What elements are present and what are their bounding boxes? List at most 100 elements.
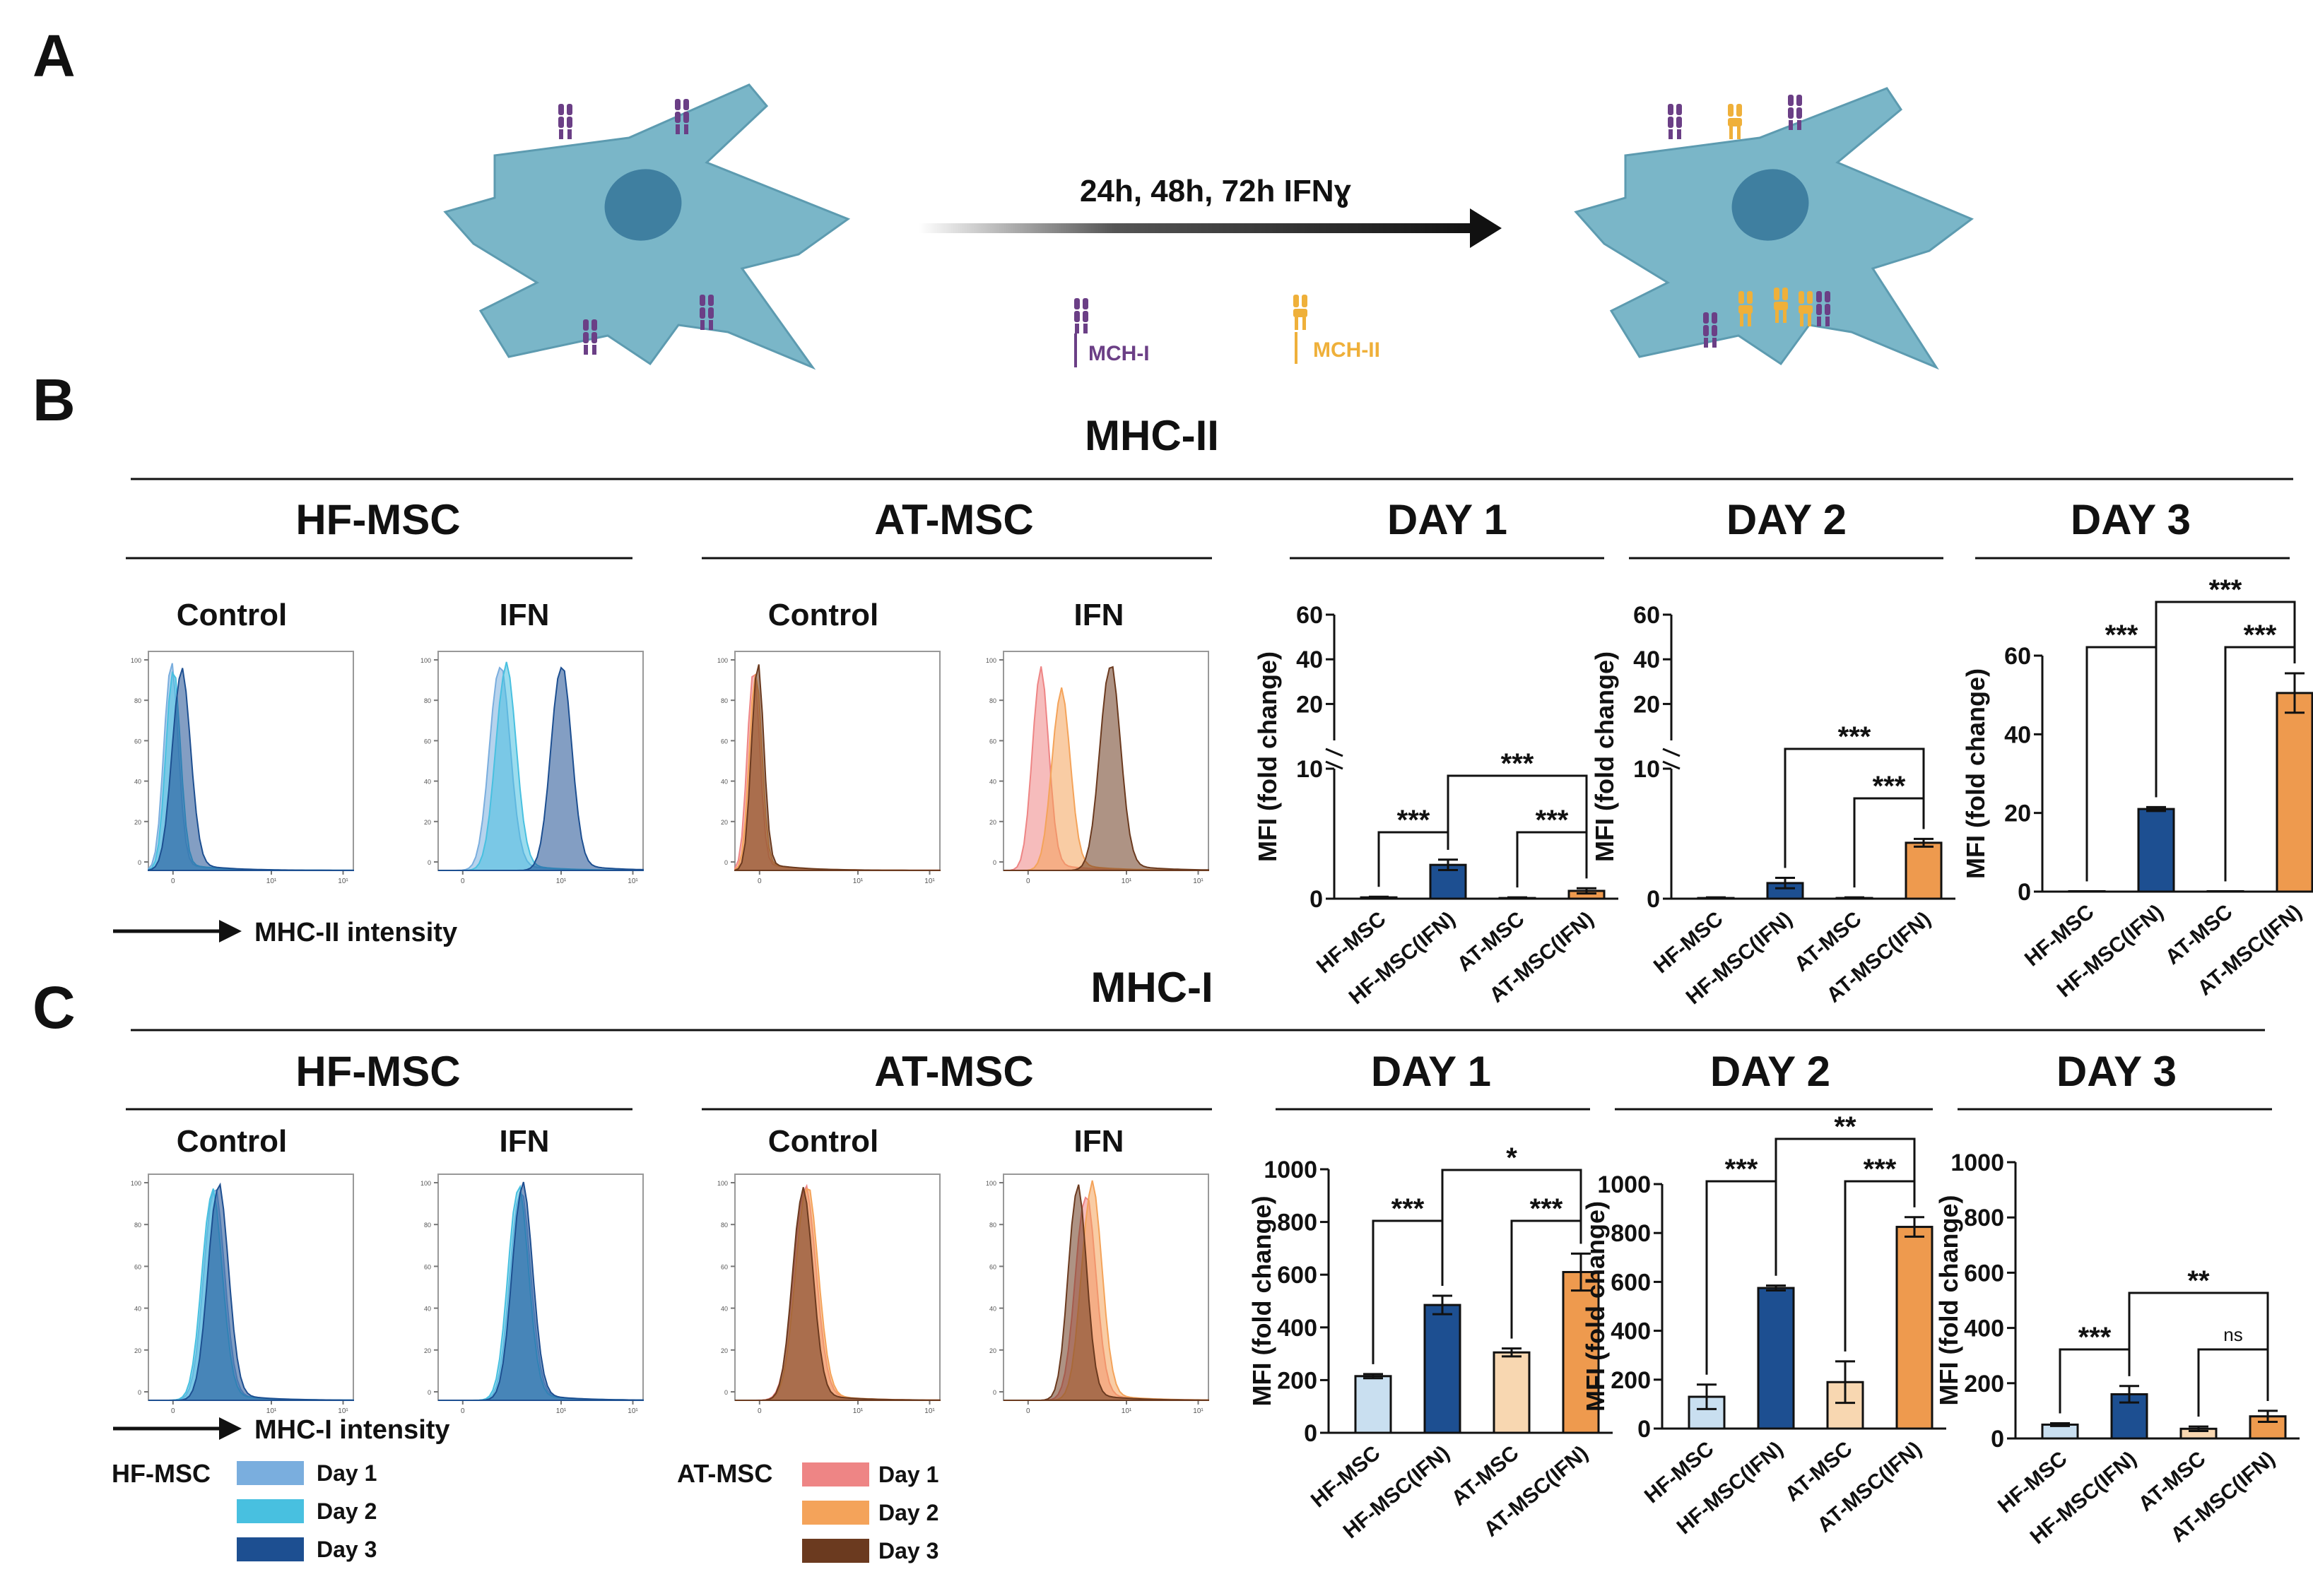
significance-label: *** xyxy=(1873,771,1906,802)
significance-label: *** xyxy=(2105,620,2138,651)
flow-y-tick: 0 xyxy=(724,1389,728,1396)
panel-b-day3-title: DAY 3 xyxy=(2071,496,2191,543)
flow-y-tick: 20 xyxy=(721,819,728,826)
flow-y-tick: 100 xyxy=(420,657,431,664)
panel-label-c: C xyxy=(33,974,76,1041)
panel-c-hf-ifn: IFN xyxy=(500,1124,550,1159)
flow-y-tick: 20 xyxy=(989,1347,996,1354)
flow-histogram-curve xyxy=(438,1181,644,1401)
flow-y-tick: 100 xyxy=(420,1180,431,1187)
mhc1-legend: MCH-I xyxy=(1074,298,1150,367)
flow-y-tick: 100 xyxy=(986,1180,996,1187)
at-legend-day3-swatch xyxy=(802,1539,869,1563)
flow-y-tick: 40 xyxy=(134,779,141,786)
flow-y-tick: 20 xyxy=(424,819,431,826)
y-tick-label: 20 xyxy=(1633,691,1660,718)
flow-histogram-curve xyxy=(735,1187,941,1401)
significance-label: *** xyxy=(1530,1193,1563,1224)
bar xyxy=(2206,889,2244,893)
y-tick-label: 10 xyxy=(1633,756,1660,783)
flow-x-tick: 10¹ xyxy=(924,1407,935,1415)
panel-label-b: B xyxy=(33,367,76,433)
y-tick-label: 400 xyxy=(1964,1316,2004,1342)
flow-histogram-curve xyxy=(438,666,644,871)
flow-x-tick: 0 xyxy=(758,877,762,885)
bar xyxy=(1493,1351,1531,1434)
flow-x-tick: 0 xyxy=(1026,877,1030,885)
panel-c-intensity-axis xyxy=(113,1417,242,1440)
significance-label: ns xyxy=(2223,1324,2242,1345)
at-legend-day2-swatch xyxy=(802,1501,869,1525)
significance-label: *** xyxy=(2078,1322,2112,1353)
flow-y-tick: 100 xyxy=(131,1180,141,1187)
bar xyxy=(1757,1287,1795,1430)
panel-b-day2-title: DAY 2 xyxy=(1726,496,1847,543)
flow-x-tick: 0 xyxy=(1026,1407,1030,1415)
flow-y-tick: 20 xyxy=(721,1347,728,1354)
flow-y-tick: 20 xyxy=(989,819,996,826)
panel-a: 24h, 48h, 72h IFNɣ MCH-I MCH-II xyxy=(443,83,1974,370)
y-tick-label: 800 xyxy=(1277,1210,1317,1236)
significance-label: *** xyxy=(2209,574,2242,605)
flow-histogram-curve xyxy=(1004,666,1209,871)
flow-histogram-curve xyxy=(148,1182,354,1401)
y-tick-label: 20 xyxy=(1296,691,1323,718)
y-axis-label: MFI (fold change) xyxy=(1247,1196,1276,1407)
y-tick-label: 40 xyxy=(1633,646,1660,673)
flow-y-tick: 80 xyxy=(989,1222,996,1229)
flow-x-tick: 10¹ xyxy=(1193,1407,1203,1415)
flow-x-tick: 10¹ xyxy=(853,1407,864,1415)
flow-y-tick: 40 xyxy=(721,779,728,786)
significance-label: *** xyxy=(1725,1154,1758,1185)
y-tick-label: 400 xyxy=(1277,1315,1317,1342)
bar xyxy=(1429,863,1467,900)
bar xyxy=(2068,889,2106,893)
y-tick-label: 20 xyxy=(2004,800,2031,827)
y-tick-label: 1000 xyxy=(1597,1171,1651,1198)
flow-x-tick: 10¹ xyxy=(628,877,638,885)
y-tick-label: 0 xyxy=(1309,886,1323,913)
flow-b-hf-control: 100 80 60 40 20 0 0 10¹ 10¹ xyxy=(131,651,354,885)
cell-untreated xyxy=(443,83,851,370)
treatment-arrow xyxy=(919,208,1502,248)
hf-legend-day3-swatch xyxy=(237,1537,304,1561)
flow-histogram-curve xyxy=(1004,1184,1209,1401)
mhc1-legend-label: MCH-I xyxy=(1088,342,1150,365)
flow-y-tick: 40 xyxy=(989,1306,996,1313)
flow-x-tick: 10¹ xyxy=(556,877,567,885)
y-tick-label: 200 xyxy=(1964,1371,2004,1397)
y-tick-label: 0 xyxy=(1991,1426,2004,1453)
panel-c-day3-title: DAY 3 xyxy=(2056,1048,2177,1095)
flow-y-tick: 60 xyxy=(134,738,141,745)
bar xyxy=(1895,1226,1934,1430)
y-axis-break xyxy=(1325,747,1343,757)
significance-label: * xyxy=(1506,1142,1517,1174)
y-tick-label: 40 xyxy=(1296,646,1323,673)
y-axis-label: MFI (fold change) xyxy=(1581,1201,1610,1412)
hf-msc-legend: HF-MSC Day 1 Day 2 Day 3 xyxy=(112,1459,377,1562)
bar xyxy=(1354,1375,1392,1434)
y-axis-label: MFI (fold change) xyxy=(1934,1195,1963,1406)
hf-legend-day2-swatch xyxy=(237,1499,304,1523)
flow-x-tick: 10¹ xyxy=(924,877,935,885)
flow-c-at-ifn: 100 80 60 40 20 0 0 10¹ 10¹ xyxy=(986,1174,1209,1415)
y-tick-label: 0 xyxy=(1647,886,1660,913)
panel-b-hf-control: Control xyxy=(177,598,287,632)
significance-bracket xyxy=(1516,831,1588,888)
flow-x-tick: 0 xyxy=(171,877,175,885)
significance-bracket xyxy=(2128,1291,2269,1401)
y-axis-label: MFI (fold change) xyxy=(1961,668,1990,879)
bar xyxy=(2137,808,2175,893)
at-msc-legend: AT-MSC Day 1 Day 2 Day 3 xyxy=(677,1459,938,1564)
flow-x-tick: 10¹ xyxy=(628,1407,638,1415)
y-tick-label: 600 xyxy=(1277,1262,1317,1289)
panel-b: MHC-II HF-MSC AT-MSC Control IFN Control… xyxy=(113,412,2313,1009)
flow-y-tick: 0 xyxy=(138,859,141,866)
flow-y-tick: 60 xyxy=(989,738,996,745)
significance-label: *** xyxy=(1536,805,1569,836)
y-tick-label: 0 xyxy=(1304,1420,1317,1447)
significance-label: ** xyxy=(2187,1265,2210,1296)
